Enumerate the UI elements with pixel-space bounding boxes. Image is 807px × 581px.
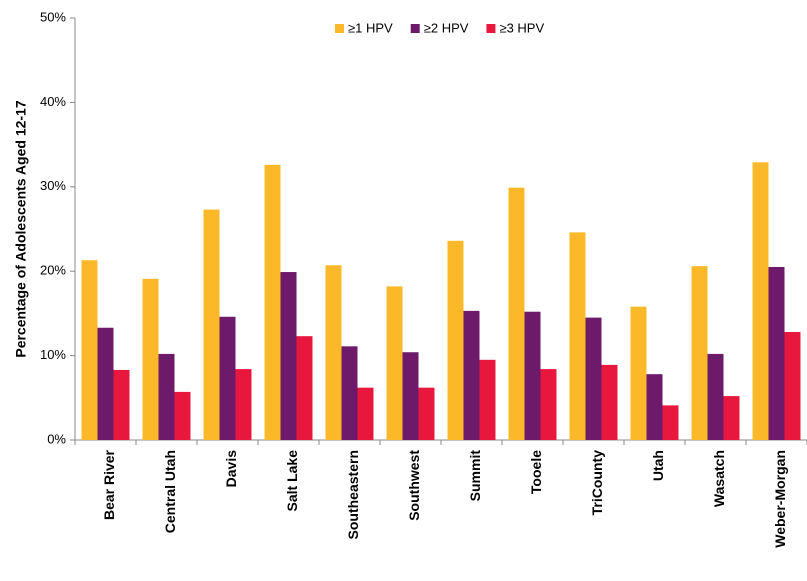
- x-tick-label: Southeastern: [345, 450, 361, 539]
- x-tick-label: Utah: [650, 450, 666, 481]
- bar: [524, 311, 541, 440]
- bar: [81, 260, 98, 440]
- y-tick-label: 30%: [40, 178, 66, 193]
- bar: [325, 265, 342, 440]
- bar: [723, 396, 740, 440]
- bar: [280, 272, 297, 440]
- x-tick-label: Wasatch: [711, 450, 727, 507]
- y-tick-label: 10%: [40, 347, 66, 362]
- bar: [142, 278, 159, 440]
- x-tick-label: Summit: [467, 450, 483, 502]
- y-tick-label: 50%: [40, 9, 66, 24]
- bar: [386, 286, 403, 440]
- bar: [646, 374, 663, 440]
- legend-label: ≥1 HPV: [348, 20, 393, 35]
- bar: [463, 310, 480, 440]
- bar: [768, 266, 785, 440]
- bar: [752, 162, 769, 440]
- x-tick-label: Salt Lake: [284, 450, 300, 512]
- x-tick-label: Central Utah: [162, 450, 178, 533]
- y-axis-label: Percentage of Adolescents Aged 12-17: [13, 100, 29, 357]
- legend-swatch: [410, 24, 420, 33]
- bar: [707, 353, 724, 440]
- bar: [447, 240, 464, 440]
- bar: [569, 232, 586, 440]
- legend-label: ≥3 HPV: [499, 20, 544, 35]
- bar: [264, 164, 281, 440]
- y-tick-label: 0%: [47, 431, 66, 446]
- bar: [508, 187, 525, 440]
- bar: [174, 391, 191, 440]
- x-tick-label: Davis: [223, 450, 239, 488]
- bar: [203, 209, 220, 440]
- x-tick-label: Southwest: [406, 450, 422, 521]
- x-tick-label: TriCounty: [589, 450, 605, 516]
- bar: [296, 336, 313, 440]
- legend-swatch: [486, 24, 496, 33]
- bar: [585, 317, 602, 440]
- bar: [601, 364, 618, 440]
- bar: [97, 327, 114, 440]
- bar: [784, 331, 801, 440]
- y-tick-label: 20%: [40, 263, 66, 278]
- bar: [341, 346, 358, 440]
- bar: [540, 369, 557, 440]
- x-tick-label: Weber-Morgan: [772, 450, 788, 548]
- bar: [479, 359, 496, 440]
- bar: [113, 369, 130, 440]
- bar: [402, 352, 419, 440]
- bar: [235, 369, 252, 440]
- x-tick-label: Bear River: [101, 449, 117, 520]
- legend-swatch: [335, 24, 344, 33]
- bar: [662, 405, 679, 440]
- bar: [630, 306, 647, 440]
- bar: [219, 316, 236, 440]
- bar: [691, 266, 708, 440]
- x-tick-label: Tooele: [528, 450, 544, 494]
- bar: [418, 387, 435, 440]
- legend-label: ≥2 HPV: [424, 20, 469, 35]
- bar: [158, 353, 175, 440]
- bar: [357, 387, 374, 440]
- y-tick-label: 40%: [40, 94, 66, 109]
